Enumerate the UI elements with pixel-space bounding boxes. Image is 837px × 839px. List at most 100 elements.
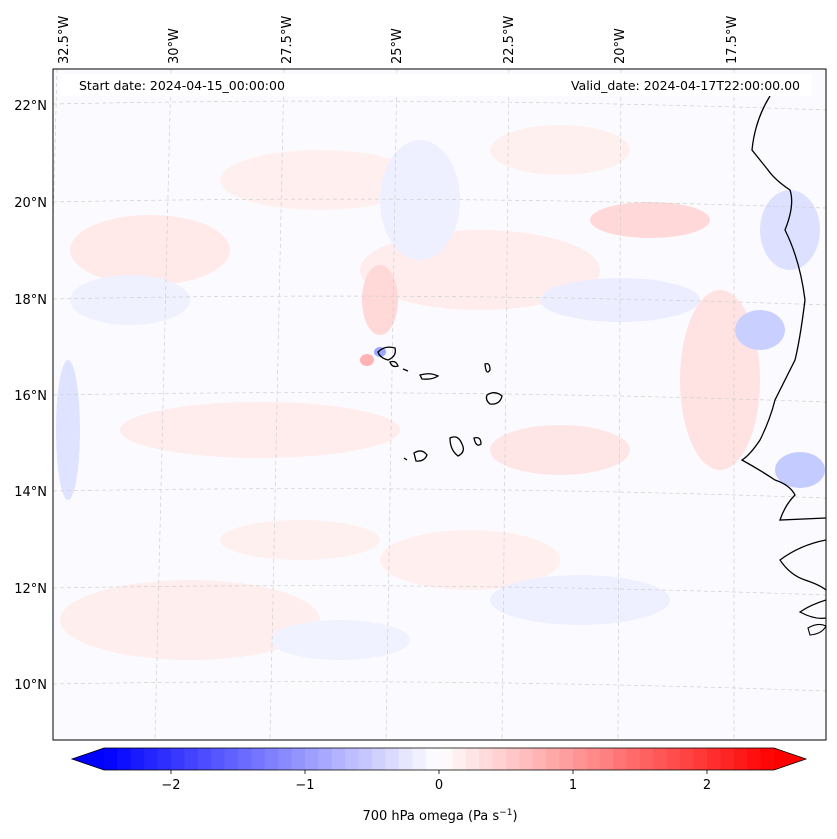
omega-negative-patch xyxy=(56,360,80,500)
omega-negative-patch xyxy=(374,347,386,357)
colorbar-segment xyxy=(720,748,735,770)
colorbar-segment xyxy=(385,748,400,770)
colorbar-segment xyxy=(680,748,695,770)
omega-positive-patch xyxy=(220,150,420,210)
colorbar-segment xyxy=(117,748,132,770)
colorbar-segment xyxy=(599,748,614,770)
omega-negative-patch xyxy=(380,140,460,260)
colorbar-ticks: −2 −1 0 1 2 xyxy=(161,770,711,793)
island xyxy=(389,360,399,368)
colorbar-segment xyxy=(573,748,587,770)
colorbar-segment xyxy=(291,748,306,770)
lat-label: 16°N xyxy=(14,389,47,404)
colorbar-outline xyxy=(70,747,808,771)
colorbar-segment xyxy=(693,748,708,770)
coastline xyxy=(798,599,826,619)
colorbar-tick-label: 0 xyxy=(435,778,443,793)
island xyxy=(449,436,464,457)
colorbar-segment xyxy=(398,748,413,770)
colorbar-segment xyxy=(412,748,427,770)
valid-date-label: Valid_date: 2024-04-17T22:00:00.00 xyxy=(571,78,800,93)
colorbar-segment xyxy=(345,748,360,770)
island xyxy=(402,368,409,372)
lon-label: 20°W xyxy=(613,28,628,64)
colorbar-segment xyxy=(532,748,547,770)
colorbar-segment xyxy=(318,748,333,770)
colorbar-segment xyxy=(425,748,440,770)
colorbar-tick-label: −1 xyxy=(295,778,314,793)
lat-label: 14°N xyxy=(14,485,47,500)
omega-positive-patch xyxy=(60,580,320,660)
colorbar-segment xyxy=(104,748,118,770)
omega-positive-patch xyxy=(490,125,630,175)
colorbar-segment xyxy=(251,748,266,770)
omega-positive-patch xyxy=(490,425,630,475)
colorbar-tick-label: −2 xyxy=(161,778,180,793)
island xyxy=(419,373,440,380)
lon-label: 30°W xyxy=(167,28,182,64)
colorbar-label: 700 hPa omega (Pa s−1) xyxy=(362,808,517,824)
colorbar-segment xyxy=(184,748,199,770)
lat-label: 10°N xyxy=(14,678,47,693)
colorbar-segment xyxy=(613,748,628,770)
colorbar-segment xyxy=(452,748,467,770)
colorbar-segment xyxy=(586,748,601,770)
colorbar-segment xyxy=(157,748,172,770)
colorbar-segments xyxy=(104,748,775,770)
map-area: Start date: 2024-04-15_00:00:00 Valid_da… xyxy=(52,68,827,741)
cape-verde-islands xyxy=(377,346,503,462)
lon-label: 25°W xyxy=(390,28,405,64)
colorbar-segment xyxy=(197,748,212,770)
colorbar-segment xyxy=(519,748,534,770)
island xyxy=(377,346,396,361)
colorbar-segment xyxy=(238,748,252,770)
omega-negative-patch xyxy=(775,452,825,488)
latitude-labels: 22°N 20°N 18°N 16°N 14°N 12°N 10°N xyxy=(14,99,47,693)
island xyxy=(413,450,428,462)
colorbar-segment xyxy=(707,748,721,770)
omega-negative-patch xyxy=(70,275,190,325)
colorbar-segment xyxy=(626,748,641,770)
omega-negative-patch xyxy=(735,310,785,350)
colorbar-segment xyxy=(372,748,386,770)
omega-negative-patch xyxy=(760,190,820,270)
omega-positive-patch xyxy=(362,265,398,335)
island xyxy=(485,392,503,405)
omega-positive-patch xyxy=(120,402,400,458)
colorbar-segment xyxy=(492,748,507,770)
gridlines xyxy=(53,69,826,740)
colorbar-segment xyxy=(506,748,520,770)
island xyxy=(484,362,491,373)
colorbar-extend-min xyxy=(72,748,104,770)
colorbar-segment xyxy=(144,748,159,770)
colorbar-segment xyxy=(305,748,319,770)
lon-label: 22.5°W xyxy=(502,16,517,64)
omega-positive-patch xyxy=(360,354,374,366)
omega-positive-patch xyxy=(380,530,560,590)
colorbar-tick-label: 2 xyxy=(703,778,711,793)
lat-label: 22°N xyxy=(14,99,47,114)
omega-negative-patch xyxy=(270,620,410,660)
omega-field xyxy=(53,69,826,740)
colorbar-segment xyxy=(358,748,373,770)
colorbar-segment xyxy=(559,748,574,770)
colorbar-segment xyxy=(171,748,185,770)
colorbar: −2 −1 0 1 2 700 hPa omega (Pa s−1) xyxy=(70,747,808,824)
omega-positive-patch xyxy=(590,202,710,238)
omega-negative-patch xyxy=(490,575,670,625)
lon-label: 32.5°W xyxy=(57,16,72,64)
colorbar-segment xyxy=(760,748,775,770)
colorbar-segment xyxy=(747,748,762,770)
island xyxy=(403,457,408,461)
start-date-label: Start date: 2024-04-15_00:00:00 xyxy=(79,78,285,93)
lat-label: 12°N xyxy=(14,582,47,597)
colorbar-segment xyxy=(224,748,239,770)
colorbar-segment xyxy=(278,748,293,770)
colorbar-segment xyxy=(331,748,346,770)
colorbar-segment xyxy=(546,748,561,770)
colorbar-segment xyxy=(439,748,453,770)
colorbar-segment xyxy=(264,748,279,770)
lon-label: 17.5°W xyxy=(725,16,740,64)
omega-positive-patch xyxy=(70,215,230,285)
